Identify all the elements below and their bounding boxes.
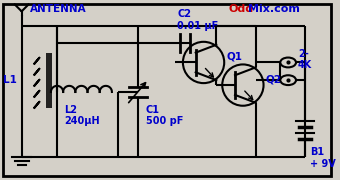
Text: Odd: Odd: [228, 4, 253, 14]
Text: C1
500 pF: C1 500 pF: [146, 105, 183, 126]
Text: Mix.com: Mix.com: [248, 4, 300, 14]
Text: B1
+ 9V: B1 + 9V: [310, 147, 336, 169]
Text: L2
240μH: L2 240μH: [64, 105, 100, 126]
Text: C2
0.01 μF: C2 0.01 μF: [177, 9, 218, 31]
Text: ANTENNA: ANTENNA: [30, 4, 86, 14]
Text: Q2: Q2: [266, 74, 282, 84]
Text: 2-
4K: 2- 4K: [298, 49, 312, 70]
Text: L1: L1: [3, 75, 17, 85]
Text: Q1: Q1: [226, 51, 242, 62]
